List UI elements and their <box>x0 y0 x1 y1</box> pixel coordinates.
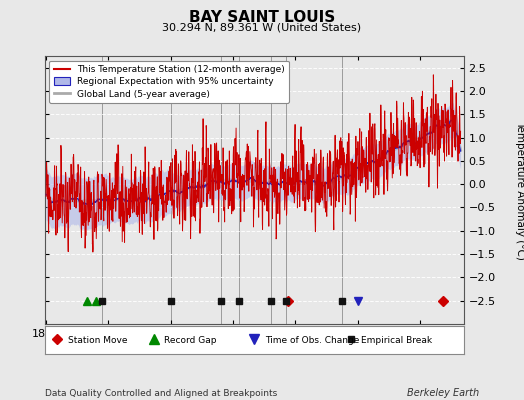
Text: 30.294 N, 89.361 W (United States): 30.294 N, 89.361 W (United States) <box>162 22 362 32</box>
Text: Berkeley Earth: Berkeley Earth <box>407 388 479 398</box>
Y-axis label: Temperature Anomaly (°C): Temperature Anomaly (°C) <box>515 120 524 260</box>
Text: Record Gap: Record Gap <box>164 336 216 345</box>
Text: Time of Obs. Change: Time of Obs. Change <box>265 336 359 345</box>
Legend: This Temperature Station (12-month average), Regional Expectation with 95% uncer: This Temperature Station (12-month avera… <box>49 60 289 103</box>
Text: BAY SAINT LOUIS: BAY SAINT LOUIS <box>189 10 335 25</box>
Text: Empirical Break: Empirical Break <box>361 336 432 345</box>
Text: Station Move: Station Move <box>68 336 127 345</box>
Text: Data Quality Controlled and Aligned at Breakpoints: Data Quality Controlled and Aligned at B… <box>45 389 277 398</box>
